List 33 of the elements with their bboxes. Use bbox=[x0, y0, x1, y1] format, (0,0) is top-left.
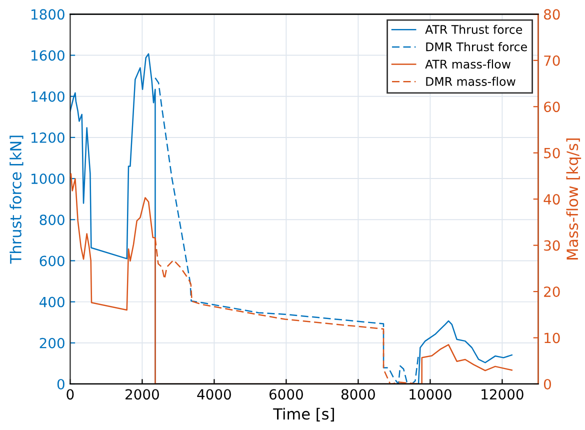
x-tick-label: 4000 bbox=[197, 389, 231, 400]
x-tick-label: 0 bbox=[66, 389, 74, 400]
x-tick-label: 12000 bbox=[482, 389, 524, 400]
y2-tick-label: 70 bbox=[544, 55, 560, 66]
y-tick-label: 0 bbox=[57, 378, 64, 390]
y-tick-label: 400 bbox=[40, 296, 64, 308]
legend-label: DMR Thrust force bbox=[426, 42, 527, 52]
legend-label: DMR mass-flow bbox=[426, 76, 516, 86]
y2-tick-label: 40 bbox=[544, 194, 560, 205]
y2-tick-label: 30 bbox=[544, 240, 560, 251]
x-tick-label: 6000 bbox=[269, 389, 303, 400]
y-tick-label: 600 bbox=[40, 256, 64, 266]
y2-axis-title: Mass-flow [kq/s] bbox=[566, 138, 582, 260]
y-tick-label: 1400 bbox=[32, 91, 64, 102]
y-tick-label: 1600 bbox=[32, 50, 64, 61]
x-axis-title: Time [s] bbox=[273, 408, 334, 422]
y-tick-label: 1000 bbox=[32, 174, 64, 184]
y-tick-label: 200 bbox=[40, 338, 64, 348]
y2-tick-label: 10 bbox=[544, 332, 560, 344]
legend-label: ATR mass-flow bbox=[425, 59, 511, 69]
legend-label: ATR Thrust force bbox=[425, 24, 522, 34]
y-tick-label: 1800 bbox=[32, 9, 64, 20]
y-axis-title: Thrust force [kN] bbox=[10, 136, 24, 264]
y-tick-label: 800 bbox=[40, 214, 64, 226]
y2-tick-label: 80 bbox=[544, 9, 560, 20]
y2-tick-label: 60 bbox=[544, 102, 560, 112]
y2-tick-label: 0 bbox=[544, 378, 551, 390]
y-tick-label: 1200 bbox=[32, 132, 64, 143]
x-tick-label: 2000 bbox=[126, 389, 159, 400]
y2-tick-label: 50 bbox=[544, 148, 560, 158]
x-tick-label: 10000 bbox=[410, 389, 452, 400]
y2-tick-label: 20 bbox=[544, 286, 560, 298]
x-tick-label: 8000 bbox=[341, 389, 375, 400]
